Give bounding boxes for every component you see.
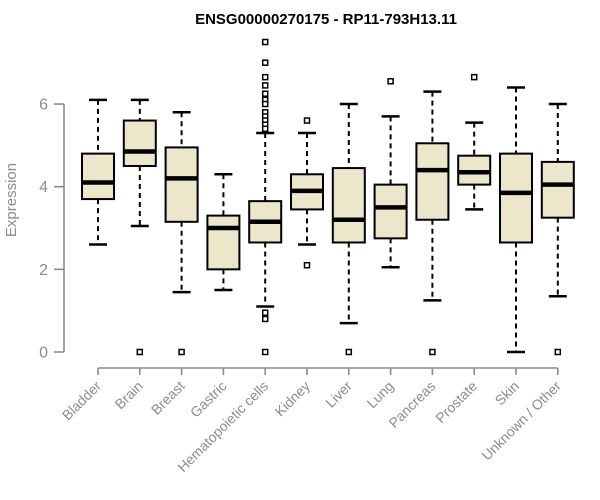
x-category-label: Bladder: [59, 378, 105, 424]
outlier-point: [261, 348, 269, 356]
x-category-label: Breast: [148, 378, 188, 418]
iqr-box: [331, 167, 366, 244]
iqr-box: [81, 152, 115, 201]
y-axis-label: Expression: [3, 163, 20, 237]
x-category-label: Liver: [322, 378, 355, 411]
iqr-box: [373, 183, 408, 240]
box-group-brain: [122, 98, 157, 356]
box-group-pancreas: [415, 90, 450, 356]
outlier-point: [345, 348, 353, 356]
iqr-box: [499, 152, 533, 244]
outlier-point: [261, 38, 269, 46]
outlier-point: [387, 78, 394, 85]
boxes-layer: [81, 38, 575, 356]
box-group-unknown-other: [540, 102, 575, 356]
box-group-lung: [373, 78, 408, 269]
outlier-point: [261, 73, 269, 81]
box-group-gastric: [206, 173, 241, 292]
outlier-point: [261, 82, 269, 89]
iqr-box: [540, 160, 575, 219]
outlier-point: [261, 315, 269, 323]
outlier-point: [303, 261, 311, 269]
box-group-prostate: [457, 73, 492, 211]
x-category-label: Skin: [492, 378, 523, 409]
outlier-point: [178, 348, 185, 356]
x-category-label: Unknown / Other: [478, 378, 564, 464]
chart-title: ENSG00000270175 - RP11-793H13.11: [195, 11, 457, 28]
outlier-point: [261, 59, 269, 66]
box-group-breast: [164, 111, 199, 356]
x-category-label: Prostate: [432, 378, 480, 426]
x-category-label: Lung: [363, 378, 396, 411]
y-tick-label: 4: [39, 179, 48, 196]
y-tick-label: 0: [39, 345, 48, 362]
box-group-hematopoietic-cells: [248, 38, 283, 356]
iqr-box: [122, 119, 157, 168]
x-category-label: Kidney: [272, 378, 314, 420]
iqr-box: [415, 142, 450, 221]
y-tick-label: 6: [39, 97, 48, 114]
iqr-box: [206, 214, 241, 271]
outlier-point: [261, 90, 269, 97]
y-tick-label: 2: [39, 262, 48, 279]
box-group-bladder: [81, 98, 115, 246]
outlier-point: [261, 125, 269, 133]
outlier-point: [429, 348, 436, 356]
outlier-point: [554, 348, 562, 356]
box-group-skin: [499, 86, 533, 354]
outlier-point: [303, 117, 311, 124]
box-group-kidney: [290, 117, 324, 269]
box-group-liver: [331, 102, 366, 356]
outlier-point: [261, 100, 269, 108]
outlier-point: [136, 348, 144, 356]
outlier-point: [470, 73, 478, 81]
outlier-point: [261, 309, 269, 316]
iqr-box: [164, 146, 199, 223]
x-category-label: Brain: [111, 378, 145, 412]
